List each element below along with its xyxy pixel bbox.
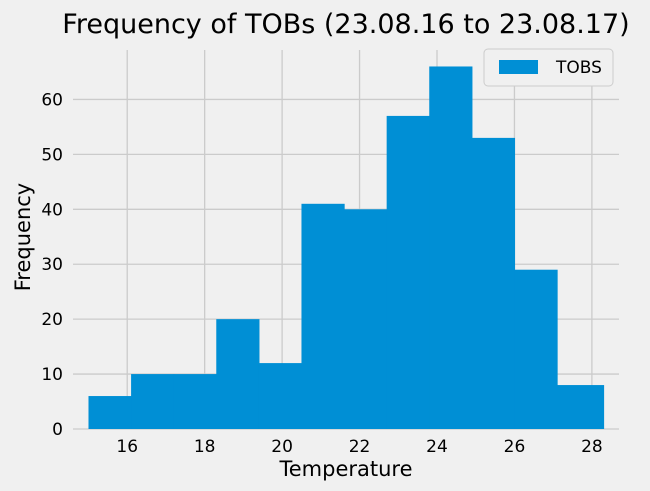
y-tick-label-1: 10: [41, 365, 63, 385]
histogram-bar-6: [344, 209, 388, 429]
y-tick-label-2: 20: [41, 310, 63, 330]
histogram-bar-8: [429, 66, 473, 429]
legend-swatch: [499, 60, 538, 74]
y-tick-label-3: 30: [41, 255, 63, 275]
y-axis-label: Frequency: [11, 183, 35, 292]
x-tick-label-2: 20: [271, 437, 293, 457]
chart-title: Frequency of TOBs (23.08.16 to 23.08.17): [62, 9, 629, 40]
y-tick-label-4: 40: [41, 200, 63, 220]
histogram-bar-4: [258, 363, 303, 429]
y-tick-label-0: 0: [52, 420, 63, 440]
histogram-bar-10: [514, 269, 558, 429]
y-tick-label-6: 60: [41, 90, 63, 110]
x-tick-label-0: 16: [116, 437, 138, 457]
bars: [88, 66, 605, 430]
histogram-bar-11: [557, 385, 605, 429]
legend: TOBS: [483, 48, 614, 87]
x-tick-label-4: 24: [426, 437, 448, 457]
histogram-bar-3: [216, 319, 260, 429]
histogram-bar-7: [386, 115, 430, 430]
legend-frame: [483, 48, 614, 87]
legend-entry: TOBS: [555, 58, 602, 78]
histogram-bar-9: [471, 137, 516, 429]
x-tick-label-1: 18: [194, 437, 216, 457]
x-axis-ticks: 16 18 20 22 24 26 28: [116, 437, 602, 457]
x-tick-label-6: 28: [581, 437, 603, 457]
x-axis-label: Temperature: [278, 457, 412, 481]
x-tick-label-5: 26: [504, 437, 526, 457]
histogram-bar-5: [301, 203, 345, 429]
y-axis-ticks: 0 10 20 30 40 50 60: [41, 90, 63, 440]
x-tick-label-3: 22: [349, 437, 371, 457]
histogram-bar-2: [173, 374, 217, 429]
histogram-bar-1: [131, 374, 175, 429]
y-tick-label-5: 50: [41, 145, 63, 165]
histogram-bar-0: [88, 396, 132, 429]
